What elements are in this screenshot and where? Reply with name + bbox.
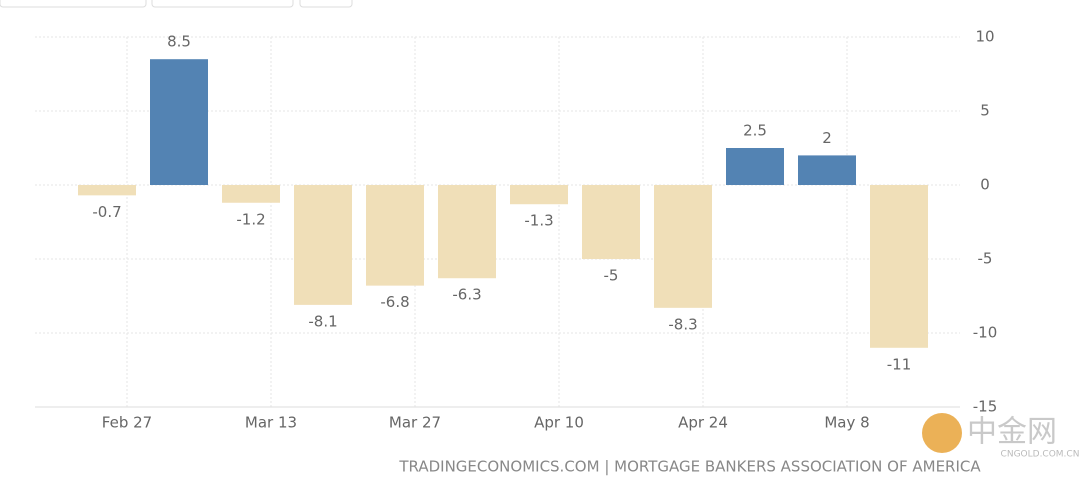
- value-label: 8.5: [167, 33, 191, 51]
- value-label: -1.2: [236, 210, 265, 228]
- bar: [726, 148, 784, 185]
- watermark-logo: [922, 413, 962, 453]
- x-tick-label: Feb 27: [102, 414, 152, 432]
- value-label: -8.1: [308, 312, 337, 330]
- x-tick-label: Apr 24: [678, 414, 728, 432]
- bar: [294, 185, 352, 305]
- value-label: -0.7: [92, 203, 121, 221]
- x-tick-label: May 8: [824, 414, 869, 432]
- value-label: -1.3: [524, 212, 553, 230]
- y-tick-label: 10: [975, 28, 994, 46]
- ui-box: [0, 0, 147, 8]
- value-label: -8.3: [668, 315, 697, 333]
- watermark-site: CNGOLD.COM.CN: [1001, 450, 1080, 460]
- value-label: -6.3: [452, 286, 481, 304]
- ui-box: [299, 0, 353, 8]
- value-label: -11: [887, 355, 912, 373]
- bar: [510, 185, 568, 205]
- bar: [654, 185, 712, 308]
- bar: [870, 185, 928, 348]
- bar: [150, 59, 208, 186]
- x-tick-label: Mar 27: [389, 414, 441, 432]
- value-label: 2.5: [743, 122, 767, 140]
- bar: [78, 185, 136, 196]
- bar: [222, 185, 280, 203]
- ui-box: [151, 0, 294, 8]
- bar: [798, 155, 856, 185]
- bar: [438, 185, 496, 279]
- value-label: -5: [604, 267, 619, 285]
- y-tick-label: 5: [980, 102, 990, 120]
- bar: [582, 185, 640, 259]
- source: TRADINGECONOMICS.COM | MORTGAGE BANKERS …: [398, 458, 981, 476]
- bar: [366, 185, 424, 286]
- y-tick-label: 0: [980, 176, 990, 194]
- y-tick-label: -15: [973, 398, 998, 416]
- x-tick-label: Mar 13: [245, 414, 297, 432]
- y-tick-label: -10: [973, 324, 998, 342]
- value-label: -6.8: [380, 293, 409, 311]
- y-tick-label: -5: [978, 250, 993, 268]
- x-tick-label: Apr 10: [534, 414, 584, 432]
- value-label: 2: [822, 129, 832, 147]
- watermark-title: 中金网: [967, 415, 1057, 450]
